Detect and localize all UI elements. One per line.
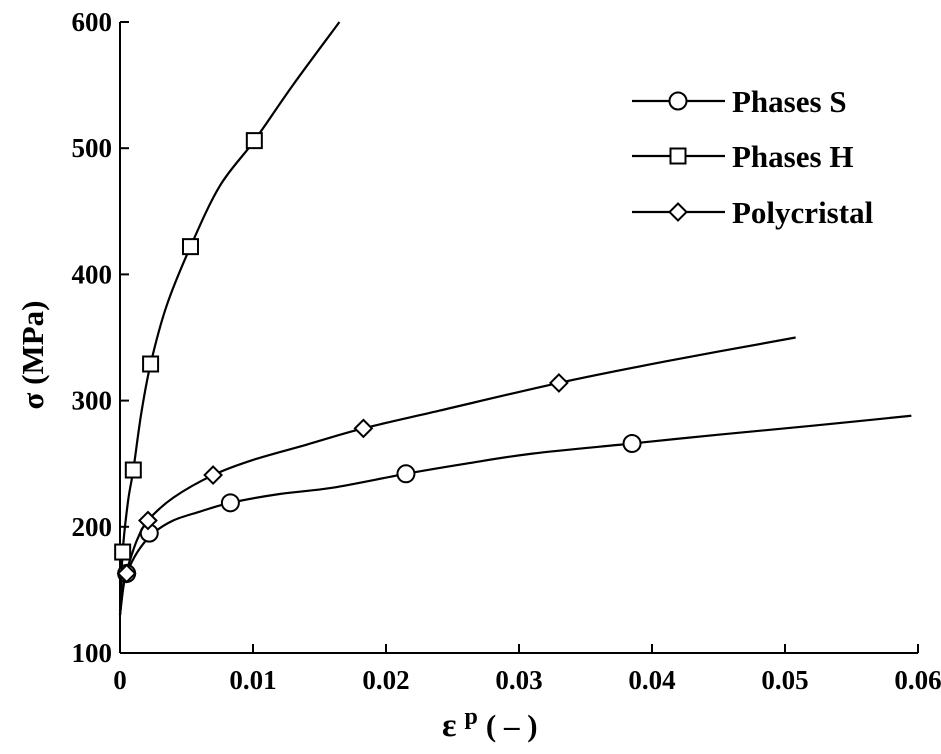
data-point-polycristal <box>116 563 137 584</box>
x-axis-label-unit: ( – ) <box>486 708 538 743</box>
legend-marker <box>669 147 687 165</box>
y-tick-label: 100 <box>72 638 113 668</box>
data-point-polycristal <box>203 465 224 485</box>
legend: Phases S Phases H Polycristal <box>632 84 874 230</box>
y-tick-label: 200 <box>72 512 113 542</box>
series-phases-s <box>117 414 912 616</box>
y-tick-label: 500 <box>72 133 113 163</box>
y-tick-label: 400 <box>72 259 113 289</box>
x-axis-label-symbol: ε <box>442 707 457 744</box>
data-point-phases-h <box>245 132 263 150</box>
x-tick-label: 0.06 <box>894 665 941 695</box>
data-point-polycristal <box>548 373 569 393</box>
x-axis-label-superscript: p <box>465 704 478 730</box>
data-point-phases-h <box>142 355 160 373</box>
legend-label: Phases S <box>732 84 847 119</box>
axis-labels: σ (MPa) ε p ( – ) <box>15 301 538 744</box>
data-point-phases-s <box>220 493 240 513</box>
legend-label: Polycristal <box>732 195 874 230</box>
data-point-phases-h <box>124 461 142 479</box>
data-point-phases-h <box>114 543 132 561</box>
series-layer <box>114 21 912 616</box>
data-point-phases-s <box>622 434 642 454</box>
x-tick-label: 0.02 <box>362 665 409 695</box>
legend-marker <box>668 91 688 111</box>
series-line-phases-s <box>118 414 912 616</box>
y-tick-label: 300 <box>72 386 113 416</box>
legend-item-polycristal: Polycristal <box>632 195 874 230</box>
series-polycristal <box>116 336 796 616</box>
series-phases-h <box>114 21 341 616</box>
y-tick-label: 600 <box>72 7 113 37</box>
legend-item-phases-h: Phases H <box>632 139 853 174</box>
x-axis-label: ε p ( – ) <box>442 704 538 744</box>
data-point-polycristal <box>138 510 158 531</box>
x-tick-label: 0.04 <box>628 665 675 695</box>
y-axis-label: σ (MPa) <box>15 301 50 410</box>
legend-marker <box>668 202 688 222</box>
legend-label: Phases H <box>732 139 853 174</box>
x-tick-label: 0 <box>113 665 127 695</box>
legend-item-phases-s: Phases S <box>632 84 847 119</box>
x-ticks: 0 0.01 0.02 0.03 0.04 0.05 0.06 <box>113 644 941 695</box>
data-point-polycristal <box>353 418 374 439</box>
series-line-phases-h <box>118 21 341 616</box>
y-ticks: 100 200 300 400 500 600 <box>72 7 129 668</box>
data-point-phases-s <box>396 464 416 484</box>
series-line-polycristal <box>118 336 796 616</box>
x-tick-label: 0.05 <box>761 665 808 695</box>
x-tick-label: 0.01 <box>229 665 276 695</box>
data-point-phases-h <box>181 238 199 256</box>
x-tick-label: 0.03 <box>495 665 542 695</box>
